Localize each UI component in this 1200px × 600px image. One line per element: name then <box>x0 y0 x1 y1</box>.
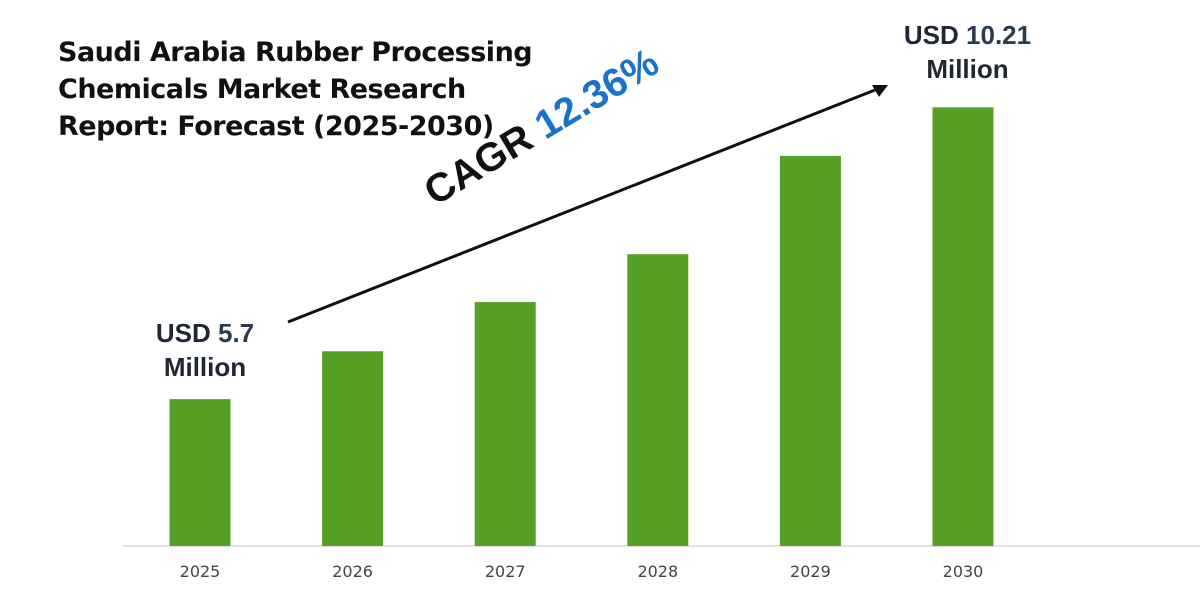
bar-2029 <box>779 155 841 546</box>
end-value-label: USD 10.21 Million <box>903 20 1032 84</box>
cagr-arrow-line <box>287 86 881 324</box>
bar-2028 <box>627 254 689 546</box>
chart-title: Saudi Arabia Rubber Processing Chemicals… <box>58 37 533 142</box>
start-value-label: USD 5.7 Million <box>155 318 255 382</box>
x-tick-label: 2027 <box>485 562 526 581</box>
x-tick-label: 2026 <box>332 562 373 581</box>
bar-2025 <box>169 399 231 546</box>
bar-2027 <box>474 302 536 546</box>
cagr-arrow-head-icon <box>872 85 888 97</box>
x-tick-label: 2030 <box>943 562 984 581</box>
bar-2030 <box>932 107 994 547</box>
bar-2026 <box>322 351 384 546</box>
x-tick-label: 2028 <box>637 562 678 581</box>
x-tick-label: 2025 <box>180 562 221 581</box>
x-tick-label: 2029 <box>790 562 831 581</box>
